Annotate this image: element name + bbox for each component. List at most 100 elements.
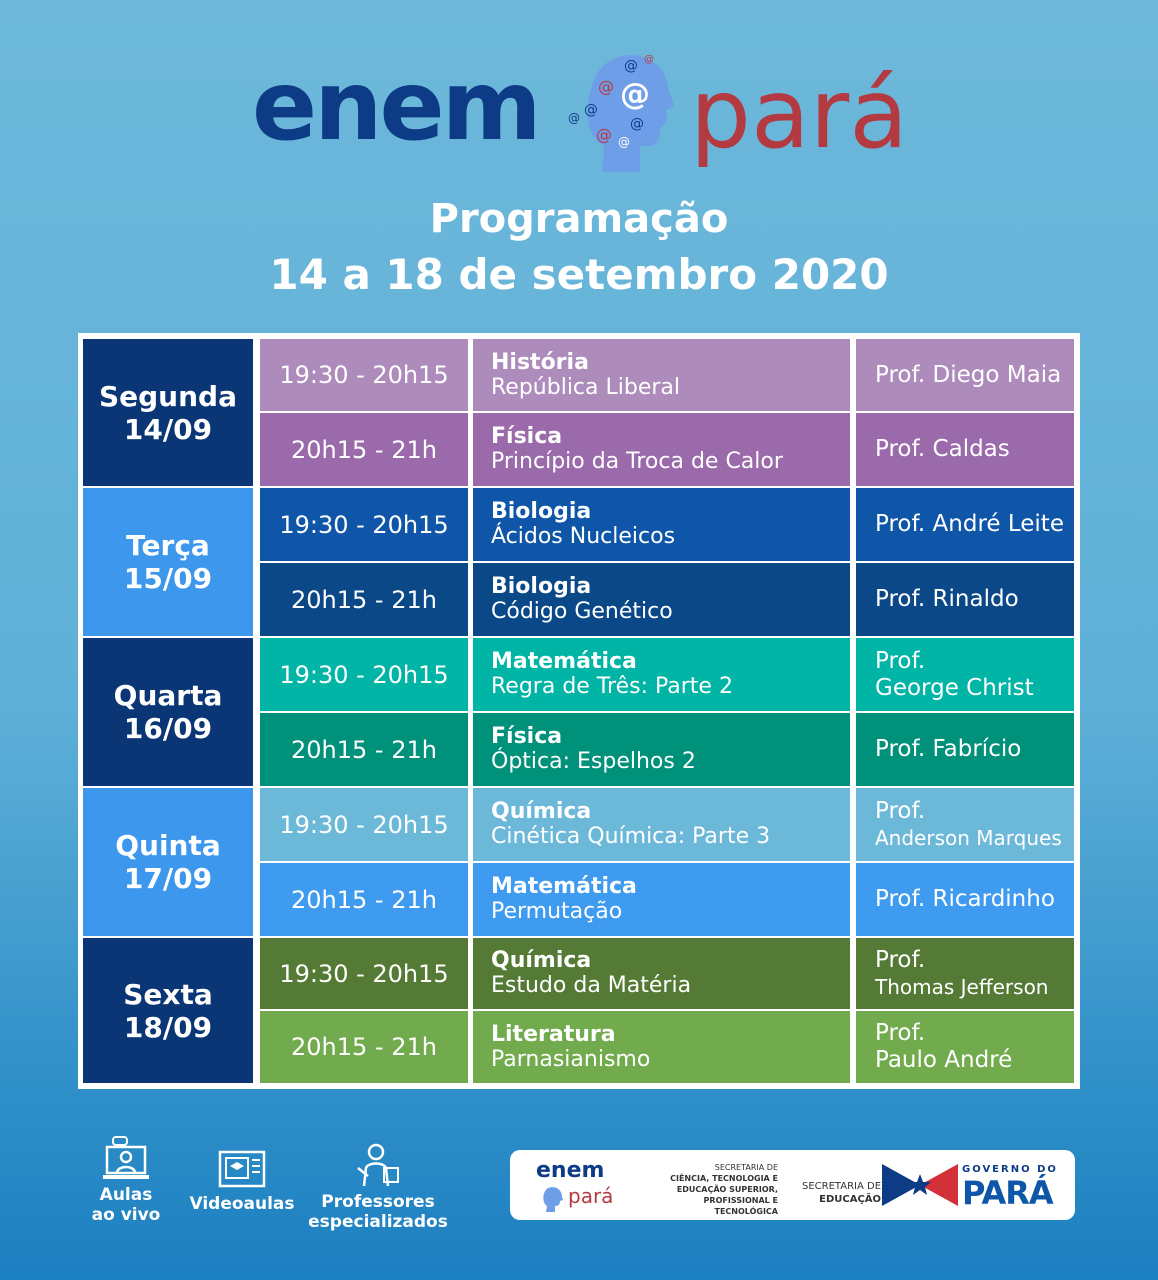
svg-text:@: @ (598, 77, 614, 96)
subject-topic: Regra de Três: Parte 2 (491, 674, 733, 699)
time-cell: 19:30 - 20h15 (260, 339, 468, 411)
time-cell: 20h15 - 21h (260, 713, 468, 786)
day-date: 14/09 (123, 412, 213, 446)
subject-name: Literatura (491, 1021, 616, 1047)
time-cell: 19:30 - 20h15 (260, 788, 468, 861)
subject-topic: Óptica: Espelhos 2 (491, 749, 696, 774)
professor-name-line2: George Christ (875, 674, 1034, 701)
day-date: 18/09 (123, 1010, 213, 1044)
subject-name: Matemática (491, 874, 637, 899)
subject-cell: Química Cinética Química: Parte 3 (473, 788, 850, 861)
time-text: 19:30 - 20h15 (279, 510, 449, 539)
schedule-table: Segunda 14/09 Terça 15/09 Quarta 16/09 Quinta 1… (78, 333, 1080, 1089)
teacher-icon (357, 1143, 399, 1187)
feature-teachers: Professores especializados (306, 1142, 450, 1232)
subject-topic: Estudo da Matéria (491, 973, 692, 998)
feature-label: especializados (308, 1212, 448, 1232)
svg-text:@: @ (644, 54, 654, 65)
subject-name: Química (491, 799, 592, 824)
professor-name: Prof. Diego Maia (875, 361, 1062, 388)
live-class-icon (103, 1136, 149, 1179)
day-date: 16/09 (123, 712, 213, 745)
sectet-title: SECRETARIA DE (714, 1163, 778, 1172)
svg-text:@: @ (624, 58, 638, 74)
partner-enem-text: enem (536, 1158, 605, 1183)
day-name: Sexta (123, 977, 213, 1011)
partner-head-icon (543, 1187, 563, 1212)
subject-topic: Parnasianismo (491, 1046, 651, 1072)
professor-cell: Prof. Rinaldo (856, 563, 1074, 636)
page-title: Programação (429, 196, 729, 242)
svg-text:@: @ (596, 125, 612, 144)
svg-text:@: @ (620, 77, 650, 112)
day-name: Quinta (115, 829, 221, 862)
subject-cell: História República Liberal (473, 339, 850, 411)
time-text: 20h15 - 21h (291, 435, 437, 464)
day-cell: Sexta 18/09 (83, 938, 253, 1083)
day-date: 15/09 (123, 562, 213, 595)
video-lesson-icon (218, 1150, 266, 1188)
subject-name: Biologia (491, 499, 592, 524)
svg-text:@: @ (618, 135, 630, 149)
feature-label: Aulas (99, 1185, 153, 1205)
professor-name-line2: Paulo André (875, 1047, 1013, 1073)
professor-cell: Prof. Fabrício (856, 713, 1074, 786)
professor-name: Prof. Fabrício (875, 736, 1022, 762)
subject-name: Química (491, 948, 592, 973)
day-cell: Segunda 14/09 (83, 339, 253, 486)
subject-cell: Matemática Regra de Três: Parte 2 (473, 638, 850, 711)
day-name: Segunda (98, 379, 237, 413)
subject-topic: Permutação (491, 899, 623, 924)
time-cell: 19:30 - 20h15 (260, 488, 468, 561)
professor-cell: Prof. Paulo André (856, 1011, 1074, 1083)
sectet-line: PROFISSIONAL E TECNOLÓGICA (703, 1196, 778, 1216)
seduc-line: EDUCAÇÃO (819, 1194, 882, 1205)
subject-topic: República Liberal (491, 374, 681, 400)
subject-name: Física (491, 424, 563, 449)
day-date: 17/09 (123, 862, 213, 895)
time-text: 19:30 - 20h15 (279, 660, 449, 689)
subject-topic: Ácidos Nucleicos (491, 524, 676, 549)
subject-name: Física (491, 724, 563, 749)
professor-name: Prof. (875, 1020, 926, 1046)
subject-cell: Biologia Código Genético (473, 563, 850, 636)
subject-topic: Código Genético (491, 599, 673, 624)
time-cell: 20h15 - 21h (260, 563, 468, 636)
svg-text:@: @ (630, 116, 644, 132)
professor-cell: Prof. André Leite (856, 488, 1074, 561)
professor-cell: Prof. Caldas (856, 413, 1074, 486)
time-cell: 19:30 - 20h15 (260, 938, 468, 1009)
professor-name-line2: Thomas Jefferson (875, 974, 1049, 999)
time-text: 20h15 - 21h (291, 1033, 437, 1061)
day-cell: Terça 15/09 (83, 488, 253, 636)
time-text: 19:30 - 20h15 (279, 810, 449, 839)
day-cell: Quarta 16/09 (83, 638, 253, 786)
subject-cell: Biologia Ácidos Nucleicos (473, 488, 850, 561)
feature-label: ao vivo (91, 1205, 161, 1225)
professor-name: Prof. (875, 946, 926, 973)
enem-para-logo: enem @ @ @ @ @ @ @ @ @ pará (0, 30, 1158, 180)
partner-seduc: SECRETARIA DE EDUCAÇÃO (802, 1180, 881, 1206)
subject-cell: Literatura Parnasianismo (473, 1011, 850, 1083)
seduc-line: SECRETARIA DE (802, 1181, 882, 1192)
subject-cell: Física Óptica: Espelhos 2 (473, 713, 850, 786)
professor-name: Prof. Caldas (875, 436, 1010, 462)
professor-cell: Prof. Ricardinho (856, 863, 1074, 936)
feature-label: Professores (321, 1192, 435, 1212)
subject-name: Matemática (491, 649, 637, 674)
sectet-line: CIÊNCIA, TECNOLOGIA E (670, 1174, 778, 1183)
time-cell: 20h15 - 21h (260, 863, 468, 936)
feature-videoaulas: Videoaulas (188, 1150, 296, 1214)
professor-name: Prof. Rinaldo (875, 586, 1019, 612)
subject-cell: Química Estudo da Matéria (473, 938, 850, 1009)
time-text: 20h15 - 21h (291, 735, 437, 764)
time-text: 19:30 - 20h15 (279, 361, 449, 389)
partner-gov-text: GOVERNO DO (962, 1164, 1058, 1175)
time-text: 20h15 - 21h (291, 885, 437, 914)
subject-cell: Matemática Permutação (473, 863, 850, 936)
day-name: Terça (126, 529, 210, 562)
professor-cell: Prof. Diego Maia (856, 339, 1074, 411)
para-flag-icon (882, 1164, 958, 1206)
professor-cell: Prof. George Christ (856, 638, 1074, 711)
partner-sectet: SECRETARIA DE CIÊNCIA, TECNOLOGIA E EDUC… (640, 1162, 778, 1217)
